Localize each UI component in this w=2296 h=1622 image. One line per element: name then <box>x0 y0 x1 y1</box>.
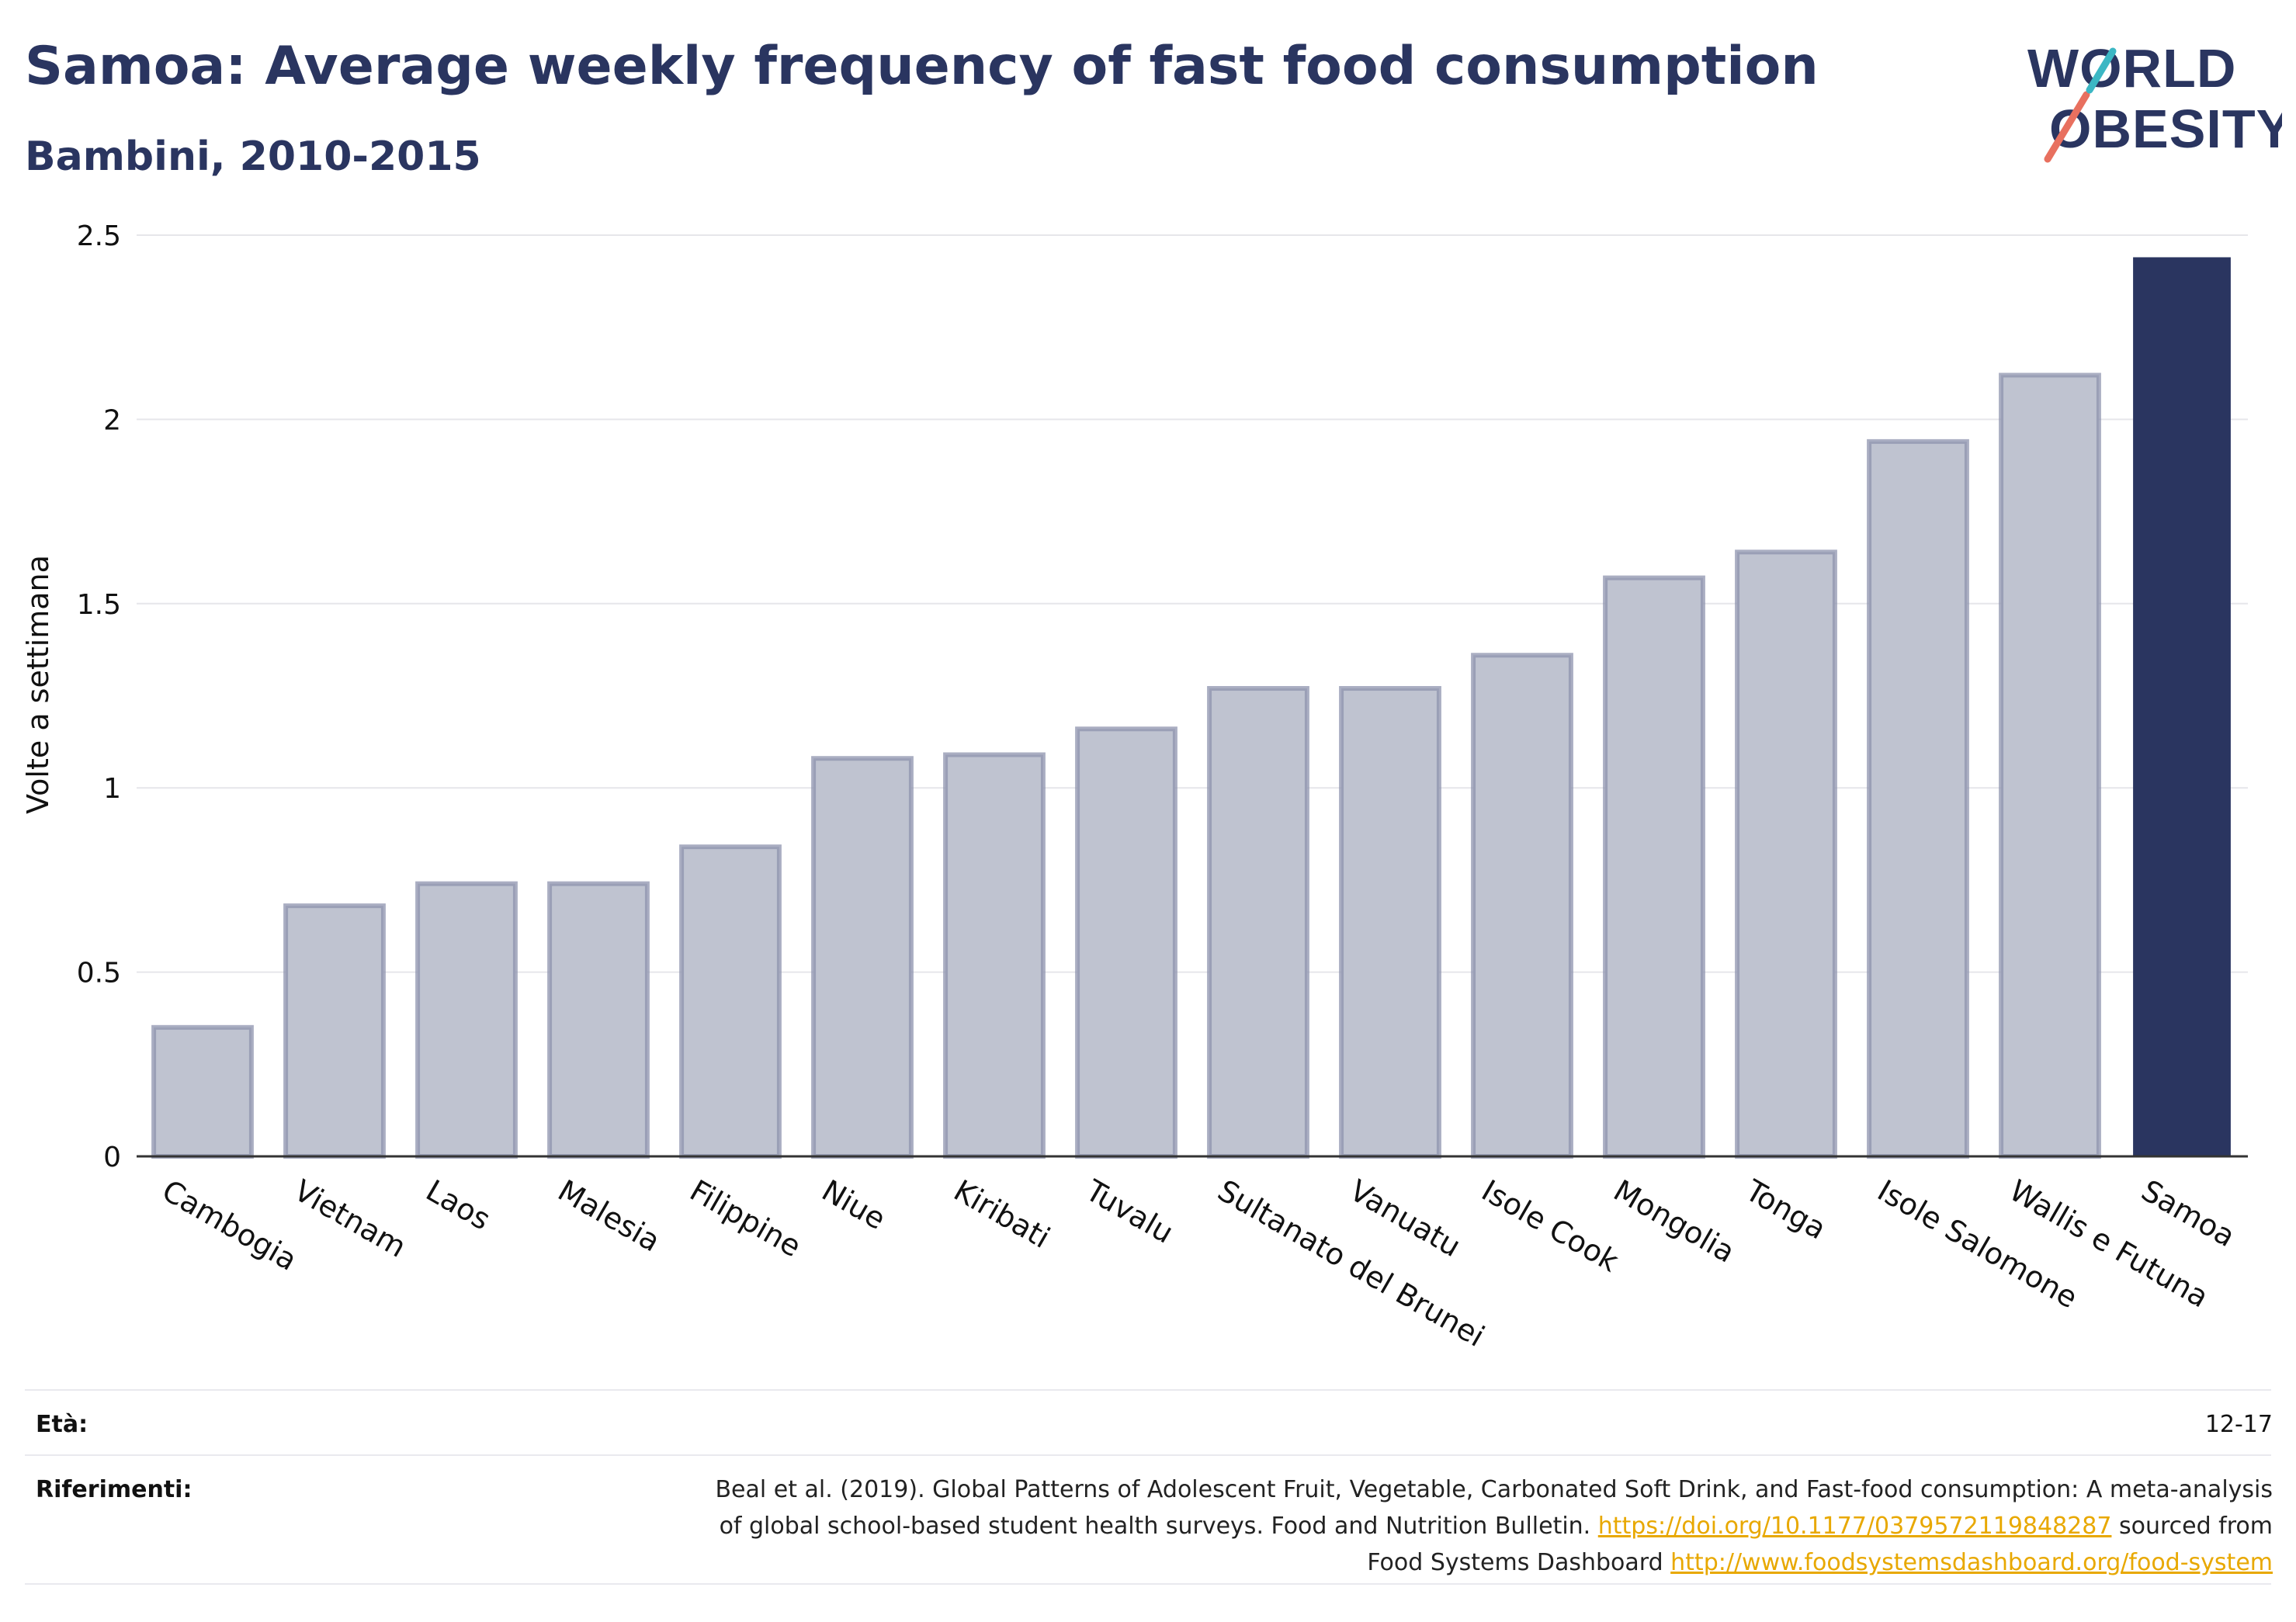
footer-divider-bottom <box>25 1583 2271 1585</box>
bar-sultanato-del-brunei <box>1207 686 1309 1159</box>
doi-link[interactable]: https://doi.org/10.1177/0379572119848287 <box>1597 1513 2112 1540</box>
x-tick-label: Kiribati <box>949 1173 1056 1255</box>
y-tick-label: 0.5 <box>77 958 121 989</box>
x-tick-label: Cambogia <box>157 1173 303 1277</box>
y-tick-label: 2 <box>103 404 121 436</box>
bar-isole-salomone <box>1867 438 1969 1159</box>
logo-text-world: WORLD <box>2027 38 2236 99</box>
age-value: 12-17 <box>2204 1411 2273 1438</box>
y-tick-label: 1 <box>103 773 121 805</box>
y-axis-label: Volte a settimana <box>21 555 55 814</box>
ref-line-3-pre: Food Systems Dashboard <box>1367 1549 1671 1576</box>
ref-line-1: Beal et al. (2019). Global Patterns of A… <box>715 1476 2273 1503</box>
x-tick-label: Niue <box>817 1173 892 1236</box>
x-tick-label: Tuvalu <box>1080 1173 1179 1250</box>
bar-cambogia <box>151 1024 254 1159</box>
logo-slash-teal <box>2086 47 2117 94</box>
logo-slash-red <box>2044 91 2090 163</box>
ref-line-2-post: sourced from <box>2111 1513 2273 1540</box>
world-obesity-logo: WORLD OBESITY <box>2027 38 2282 163</box>
x-tick-label: Mongolia <box>1608 1173 1741 1270</box>
bar-malesia <box>547 881 650 1159</box>
x-tick-label: Laos <box>421 1173 497 1237</box>
logo-text-obesity: OBESITY <box>2049 99 2282 159</box>
bar-mongolia <box>1603 575 1705 1159</box>
bars <box>151 257 2231 1159</box>
y-tick-label: 0 <box>103 1142 121 1173</box>
footer-divider-middle <box>25 1454 2271 1456</box>
page-subtitle: Bambini, 2010-2015 <box>25 133 481 180</box>
x-tick-label: Vietnam <box>289 1173 412 1264</box>
bar-tuvalu <box>1075 726 1177 1159</box>
bar-filippine <box>679 844 782 1159</box>
age-label: Età: <box>36 1411 88 1438</box>
bar-niue <box>811 756 914 1159</box>
y-axis: 0 0.5 1 1.5 2 2.5 <box>77 220 121 1173</box>
bar-kiribati <box>943 752 1046 1159</box>
bar-vietnam <box>283 903 386 1159</box>
bar-vanuatu <box>1339 686 1441 1159</box>
dashboard-link[interactable]: http://www.foodsystemsdashboard.org/food… <box>1670 1549 2273 1576</box>
y-tick-label: 1.5 <box>77 589 121 621</box>
y-tick-label: 2.5 <box>77 220 121 252</box>
bar-tonga <box>1735 549 1837 1159</box>
bar-isole-cook <box>1471 653 1573 1159</box>
bar-samoa <box>2133 257 2231 1156</box>
bar-laos <box>415 881 518 1159</box>
ref-line-2-pre: of global school-based student health su… <box>719 1513 1598 1540</box>
x-tick-label: Malesia <box>553 1173 666 1259</box>
x-tick-label: Filippine <box>685 1173 807 1264</box>
bar-wallis-e-futuna <box>1999 373 2101 1159</box>
references-label: Riferimenti: <box>36 1476 192 1503</box>
x-tick-label: Isole Cook <box>1476 1173 1625 1279</box>
x-tick-label: Tonga <box>1739 1173 1832 1246</box>
footer-divider-top <box>25 1389 2271 1391</box>
x-tick-label: Samoa <box>2136 1173 2241 1254</box>
page-title: Samoa: Average weekly frequency of fast … <box>25 36 1819 97</box>
references-text: Beal et al. (2019). Global Patterns of A… <box>526 1471 2273 1581</box>
